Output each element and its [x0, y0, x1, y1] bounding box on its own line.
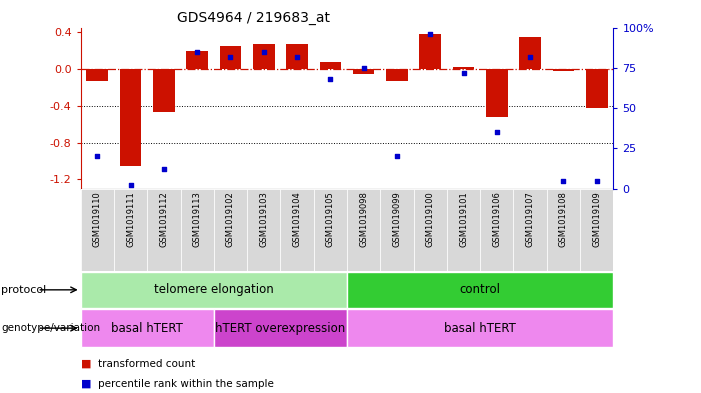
Bar: [414, 189, 447, 271]
Bar: [386, 69, 408, 81]
Bar: [353, 69, 374, 73]
Point: [258, 48, 269, 55]
Point: [92, 153, 103, 160]
Point: [225, 53, 236, 60]
Bar: [219, 46, 241, 69]
Text: GSM1019112: GSM1019112: [159, 191, 168, 247]
Bar: [214, 309, 347, 347]
Bar: [153, 69, 175, 112]
Bar: [580, 189, 613, 271]
Bar: [280, 189, 314, 271]
Bar: [81, 272, 347, 308]
Text: GSM1019109: GSM1019109: [592, 191, 601, 247]
Point: [524, 53, 536, 60]
Text: GSM1019098: GSM1019098: [359, 191, 368, 247]
Bar: [347, 309, 613, 347]
Bar: [320, 62, 341, 69]
Point: [558, 177, 569, 184]
Point: [591, 177, 602, 184]
Point: [358, 64, 369, 71]
Bar: [347, 189, 381, 271]
Text: GSM1019107: GSM1019107: [526, 191, 535, 247]
Bar: [453, 67, 475, 69]
Bar: [519, 37, 541, 69]
Bar: [120, 69, 142, 165]
Text: genotype/variation: genotype/variation: [1, 323, 100, 333]
Bar: [514, 189, 547, 271]
Bar: [552, 69, 574, 71]
Text: GSM1019102: GSM1019102: [226, 191, 235, 247]
Text: ■: ■: [81, 359, 91, 369]
Point: [125, 182, 136, 189]
Text: basal hTERT: basal hTERT: [111, 321, 183, 335]
Bar: [81, 189, 114, 271]
Bar: [419, 34, 441, 69]
Bar: [86, 69, 108, 81]
Text: GSM1019113: GSM1019113: [193, 191, 202, 247]
Text: GSM1019101: GSM1019101: [459, 191, 468, 247]
Bar: [381, 189, 414, 271]
Text: transformed count: transformed count: [98, 359, 196, 369]
Bar: [253, 44, 275, 69]
Point: [292, 53, 303, 60]
Point: [325, 76, 336, 82]
Bar: [486, 69, 508, 117]
Point: [158, 166, 170, 173]
Text: GSM1019106: GSM1019106: [492, 191, 501, 247]
Bar: [447, 189, 480, 271]
Bar: [286, 44, 308, 69]
Bar: [314, 189, 347, 271]
Bar: [81, 309, 214, 347]
Point: [425, 31, 436, 37]
Text: control: control: [460, 283, 501, 296]
Text: GSM1019111: GSM1019111: [126, 191, 135, 247]
Bar: [480, 189, 513, 271]
Bar: [181, 189, 214, 271]
Bar: [214, 189, 247, 271]
Text: basal hTERT: basal hTERT: [444, 321, 516, 335]
Text: GDS4964 / 219683_at: GDS4964 / 219683_at: [177, 11, 329, 25]
Point: [191, 48, 203, 55]
Text: GSM1019103: GSM1019103: [259, 191, 268, 247]
Text: GSM1019104: GSM1019104: [292, 191, 301, 247]
Text: ■: ■: [81, 379, 91, 389]
Text: GSM1019099: GSM1019099: [393, 191, 402, 247]
Bar: [114, 189, 147, 271]
Bar: [147, 189, 181, 271]
Text: percentile rank within the sample: percentile rank within the sample: [98, 379, 274, 389]
Point: [391, 153, 402, 160]
Text: protocol: protocol: [1, 285, 47, 295]
Text: GSM1019105: GSM1019105: [326, 191, 335, 247]
Text: GSM1019108: GSM1019108: [559, 191, 568, 247]
Bar: [186, 51, 208, 69]
Bar: [586, 69, 608, 108]
Text: GSM1019110: GSM1019110: [93, 191, 102, 247]
Text: GSM1019100: GSM1019100: [426, 191, 435, 247]
Bar: [247, 189, 280, 271]
Bar: [547, 189, 580, 271]
Bar: [347, 272, 613, 308]
Point: [491, 129, 503, 135]
Text: hTERT overexpression: hTERT overexpression: [215, 321, 346, 335]
Text: telomere elongation: telomere elongation: [154, 283, 273, 296]
Point: [458, 70, 469, 76]
